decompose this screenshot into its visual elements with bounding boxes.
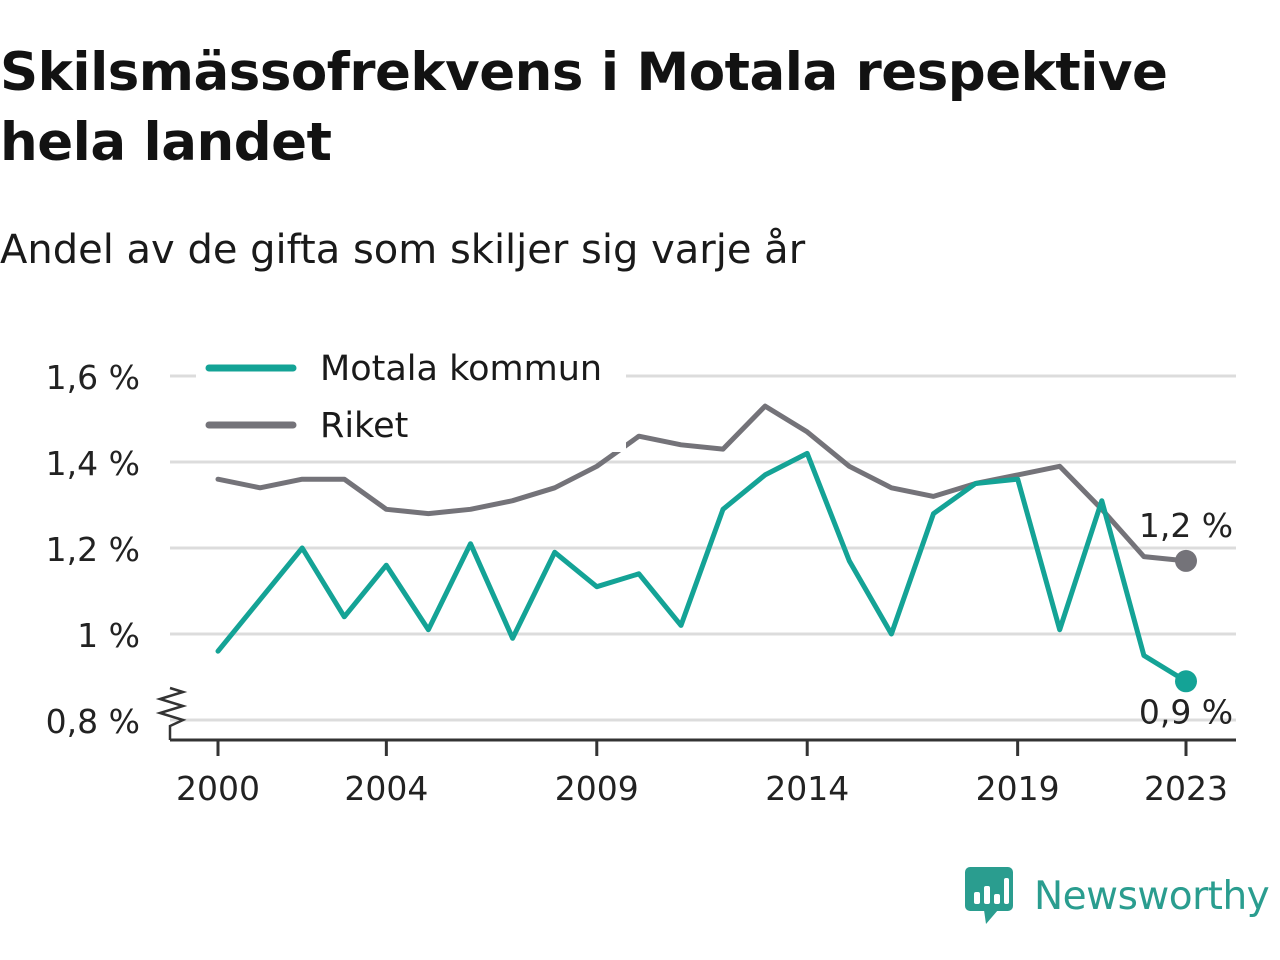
newsworthy-logo: Newsworthy <box>964 864 1270 928</box>
x-tick-label: 2023 <box>1144 769 1228 808</box>
y-tick-label: 1 % <box>77 616 140 655</box>
chart-subtitle: Andel av de gifta som skiljer sig varje … <box>0 227 806 273</box>
x-tick-label: 2019 <box>976 769 1060 808</box>
axis-break-mark <box>155 686 188 740</box>
x-tick-label: 2009 <box>555 769 639 808</box>
series-line-motala <box>215 450 1189 684</box>
x-tick-label: 2004 <box>344 769 428 808</box>
y-tick-label: 1,2 % <box>46 530 140 569</box>
end-point-motala <box>1175 670 1197 693</box>
end-point-riket <box>1175 549 1197 572</box>
y-tick-label: 1,6 % <box>46 358 140 397</box>
series-line-riket <box>215 403 1189 564</box>
brand-name: Newsworthy <box>1034 873 1270 919</box>
y-tick-label: 1,4 % <box>46 444 140 483</box>
y-tick-label: 0,8 % <box>46 702 140 741</box>
legend-label: Motala kommun <box>320 349 602 389</box>
x-tick-label: 2000 <box>176 769 260 808</box>
end-label-motala: 0,9 % <box>1139 692 1233 731</box>
end-label-riket: 1,2 % <box>1139 506 1233 545</box>
chart-title: Skilsmässofrekvens i Motala respektive h… <box>0 42 1168 173</box>
legend-backdrop <box>196 342 626 452</box>
x-tick-label: 2014 <box>765 769 849 808</box>
legend-label: Riket <box>320 406 408 446</box>
series-lines <box>215 403 1197 693</box>
end-labels: 1,2 % 0,9 % <box>1139 506 1233 731</box>
newsworthy-logo-icon <box>965 867 1013 924</box>
legend: Motala kommun Riket <box>196 342 626 452</box>
axes: 0,8 % 1 % 1,2 % 1,4 % 1,6 % 2000 2004 2009 2014 2… <box>46 358 1236 808</box>
